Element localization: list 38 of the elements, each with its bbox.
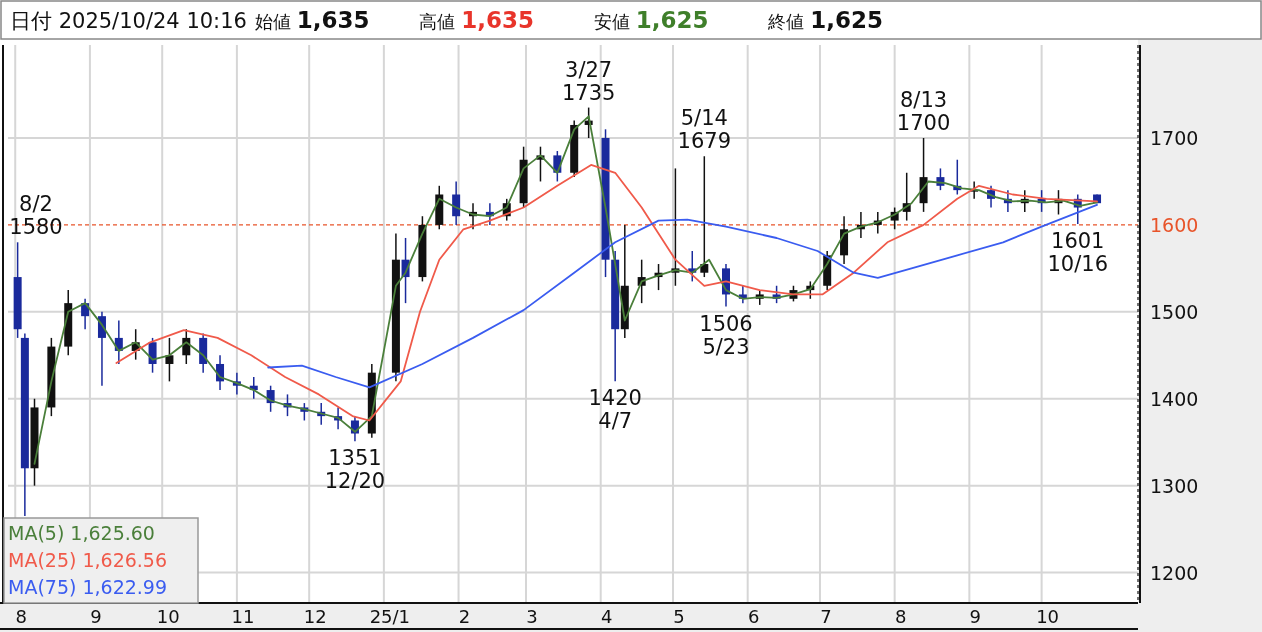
text: 安値 1,625 (593, 7, 709, 33)
x-tick-label: 5 (673, 606, 685, 627)
text: 高値 1,635 (419, 7, 534, 33)
y-tick-label: 1500 (1150, 300, 1199, 323)
x-tick-label: 7 (820, 606, 832, 627)
annotation: 1506 5/23 (699, 311, 753, 359)
y-tick-label: 1400 (1150, 387, 1199, 410)
x-tick-label: 8 (894, 606, 907, 627)
x-tick-label: 12 (303, 606, 327, 627)
x-tick-label: 25/1 (369, 606, 411, 627)
annotation: 1420 4/7 (588, 386, 642, 434)
x-tick-label: 8 (15, 606, 27, 627)
x-tick-label: 9 (969, 606, 982, 627)
candlestick (452, 180, 461, 226)
ref-line-label: 1600 (1150, 213, 1199, 236)
y-tick-label: 1700 (1150, 127, 1199, 149)
x-tick-label: 4 (600, 606, 613, 627)
legend: MA(5) 1,625.60 MA(25) 1,626.56 MA(75) 1,622.99 (3, 517, 199, 604)
y-tick-label: 1300 (1150, 474, 1199, 497)
annotation: 8/2 1580 (9, 192, 63, 240)
x-tick-label: 9 (90, 606, 102, 627)
x-tick-label: 6 (747, 606, 760, 627)
annotation: 8/13 1700 (896, 88, 951, 135)
x-tick-label: 11 (231, 606, 255, 627)
annotation: 3/27 1735 (561, 57, 616, 105)
x-tick-label: 10 (156, 606, 180, 627)
annotation: 1351 12/20 (324, 446, 386, 494)
candlestick (165, 337, 174, 383)
y-tick-label: 1200 (1150, 561, 1199, 584)
x-tick-label: 10 (1036, 606, 1060, 627)
candlestick (700, 155, 709, 278)
text: 終値 1,625 (767, 7, 883, 33)
chart-title: 日付 2025/10/24 10:16 (10, 9, 247, 33)
annotation: 5/14 1679 (677, 106, 732, 154)
annotation: 1601 10/16 (1047, 229, 1109, 277)
x-tick-label: 2 (458, 606, 471, 627)
x-tick-label: 3 (526, 606, 538, 627)
text: 始値 1,635 (254, 7, 370, 33)
